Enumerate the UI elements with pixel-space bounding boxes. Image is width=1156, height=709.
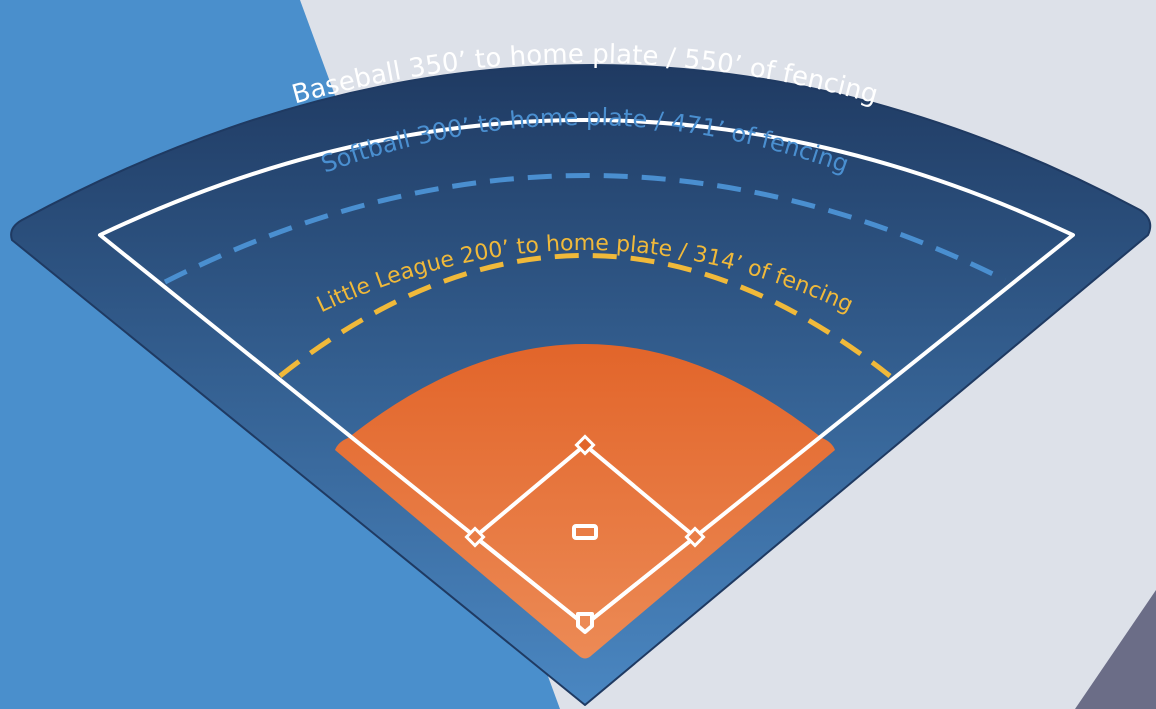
foul-lines <box>98 118 1075 627</box>
pitchers-mound <box>572 524 598 540</box>
softball-fence <box>163 173 1007 285</box>
corner-panel <box>1075 590 1156 709</box>
third-base <box>464 526 486 548</box>
second-base <box>574 434 596 456</box>
first-base <box>684 526 706 548</box>
home-plate <box>576 612 594 634</box>
infield <box>335 344 835 659</box>
